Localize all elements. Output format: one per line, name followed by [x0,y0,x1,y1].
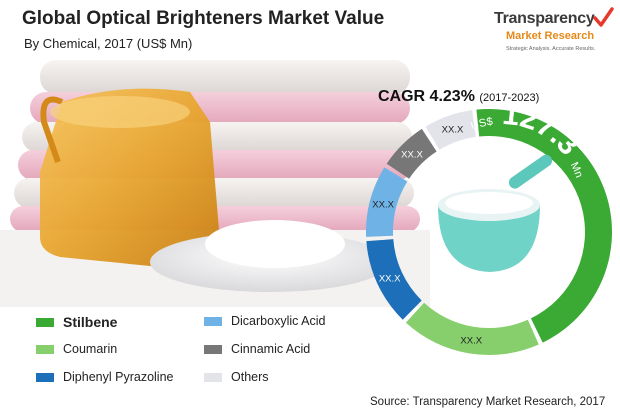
currency-label: US$ [469,116,493,133]
chart-title: Global Optical Brighteners Market Value [22,8,385,29]
legend-swatch [204,344,222,354]
legend-item-stilbene: Stilbene [36,314,117,330]
donut-slice-cinnamic-acid [386,128,437,179]
legend-label: Others [231,370,269,384]
donut-slice-dicarboxylic-acid [365,167,408,237]
logo-name-line2: Market Research [506,30,595,42]
legend-label: Diphenyl Pyrazoline [63,370,174,384]
cagr-value: CAGR 4.23% [378,88,475,105]
slice-label-dicarboxylic-acid: XX.X [372,200,394,211]
logo-tagline: Strategic Analysis. Accurate Results. [506,46,596,52]
legend-label: Coumarin [63,342,118,356]
legend-item-coumarin: Coumarin [36,342,117,356]
logo-name-line1: Transparency [494,10,595,27]
donut-slice-labels: XX.X XX.X XX.X XX.X XX.X [372,124,482,346]
legend-item-diphenyl-pyrazoline: Diphenyl Pyrazoline [36,370,173,384]
unit-label: Mn [568,160,585,179]
legend-swatch [36,372,54,382]
slice-label-diphenyl-pyrazoline: XX.X [379,274,401,285]
legend-swatch [204,372,222,382]
legend-label: Cinnamic Acid [231,342,311,356]
donut-slice-others [425,110,476,150]
source-note: Source: Transparency Market Research, 20… [370,396,606,408]
legend-label: Dicarboxylic Acid [231,314,326,328]
legend-item-others: Others [204,370,269,384]
slice-label-coumarin: XX.X [460,336,482,347]
legend-swatch [36,317,54,327]
legend: Stilbene Coumarin Diphenyl Pyrazoline Dicar… [36,314,366,394]
donut-slice-coumarin [405,302,539,355]
donut-slice-stilbene [476,108,612,343]
slice-label-cinnamic-acid: XX.X [401,150,423,161]
legend-item-dicarboxylic-acid: Dicarboxylic Acid [204,314,325,328]
towels-detergent-illustration [0,52,430,307]
detergent-scoop-illustration [438,154,553,272]
legend-swatch [36,344,54,354]
chart-subtitle: By Chemical, 2017 (US$ Mn) [24,36,193,51]
legend-swatch [204,316,222,326]
cagr-period: (2017-2023) [479,92,540,104]
cagr-label: CAGR 4.23% (2017-2023) [378,88,539,106]
company-logo: Transparency Market Research Strategic A… [488,6,618,64]
slice-label-others: XX.X [442,124,464,135]
checkmark-icon [593,7,614,27]
donut-slice-diphenyl-pyrazoline [366,239,422,320]
legend-item-cinnamic-acid: Cinnamic Acid [204,342,310,356]
donut-slices [365,108,612,355]
legend-label: Stilbene [63,314,118,330]
